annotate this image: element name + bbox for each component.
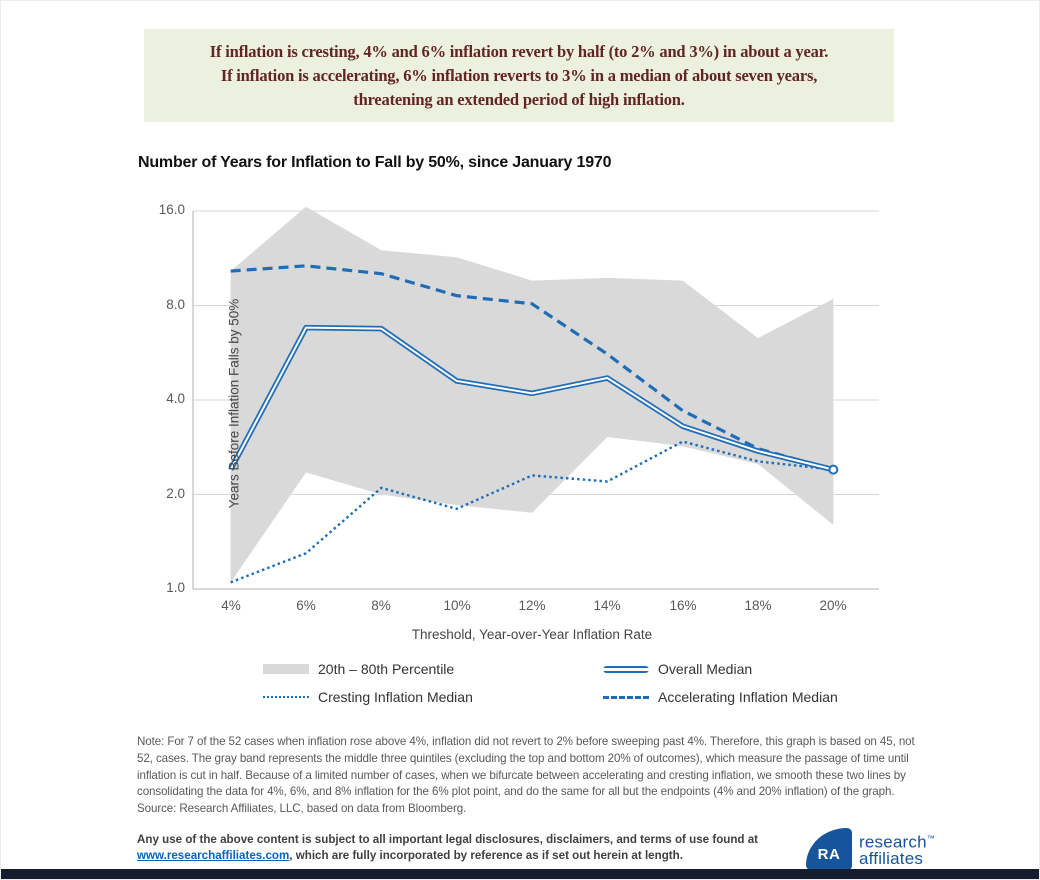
logo-line-2: affiliates (859, 848, 924, 868)
x-tick-14pct: 14% (593, 598, 621, 613)
y-tick-16: 16.0 (158, 202, 185, 217)
ra-monogram-icon: RA (806, 828, 852, 870)
percentile-band-swatch-icon (263, 664, 309, 674)
legend-item-overall-median: Overall Median (603, 659, 752, 679)
x-tick-10pct: 10% (443, 598, 471, 613)
legend-label-overall-median: Overall Median (658, 661, 753, 677)
overall-median-line-core (229, 326, 834, 471)
callout-line-3: threatening an extended period of high i… (353, 89, 685, 109)
overall-median-end-marker (828, 464, 839, 475)
x-tick-20pct: 20% (819, 598, 847, 613)
y-axis-title: Years Before Inflation Falls by 50% (226, 298, 242, 509)
accelerating-median-swatch-icon (603, 695, 649, 699)
legend-item-percentile-band: 20th – 80th Percentile (263, 659, 454, 679)
overall-median-swatch-icon (603, 665, 649, 673)
researchaffiliates-link[interactable]: www.researchaffiliates.com (137, 848, 290, 862)
logo-wordmark: research™ affiliates (859, 831, 935, 867)
callout-line-1: If inflation is cresting, 4% and 6% infl… (209, 41, 829, 61)
source-text: Source: Research Affiliates, LLC, based … (137, 802, 467, 815)
x-tick-16pct: 16% (669, 598, 697, 613)
legend-item-accelerating-median: Accelerating Inflation Median (603, 687, 838, 707)
cresting-median-line (230, 440, 834, 584)
x-tick-12pct: 12% (518, 598, 546, 613)
footer-bar (1, 869, 1039, 879)
trademark-symbol: ™ (926, 834, 935, 844)
legend-label-accelerating-median: Accelerating Inflation Median (658, 689, 838, 705)
x-tick-8pct: 8% (371, 598, 391, 613)
ra-monogram-text: RA (817, 846, 841, 863)
legend-label-cresting-median: Cresting Inflation Median (318, 689, 473, 705)
cresting-median-swatch-icon (263, 696, 309, 698)
legend-label-percentile-band: 20th – 80th Percentile (318, 661, 455, 677)
research-affiliates-logo: RA research™ affiliates (806, 828, 935, 870)
x-axis-title: Threshold, Year-over-Year Inflation Rate (411, 627, 653, 642)
callout-box: If inflation is cresting, 4% and 6% infl… (144, 29, 894, 122)
inflation-chart (192, 206, 879, 590)
y-tick-4: 4.0 (166, 391, 185, 406)
note-text: Note: For 7 of the 52 cases when inflati… (137, 735, 915, 799)
callout-line-2: If inflation is accelerating, 6% inflati… (220, 65, 818, 85)
y-tick-1: 1.0 (166, 580, 185, 595)
accelerating-median-line (230, 264, 834, 472)
disclaimer: Any use of the above content is subject … (137, 832, 805, 863)
disclaimer-suffix: , which are fully incorporated by refere… (289, 848, 683, 862)
disclaimer-prefix: Any use of the above content is subject … (137, 833, 759, 846)
legend-item-cresting-median: Cresting Inflation Median (263, 687, 473, 707)
x-tick-18pct: 18% (744, 598, 772, 613)
y-tick-2: 2.0 (166, 485, 185, 501)
y-tick-8: 8.0 (166, 296, 185, 312)
x-tick-6pct: 6% (296, 598, 316, 613)
x-tick-4pct: 4% (221, 598, 241, 613)
logo-line-1: research™ (859, 832, 935, 852)
chart-title: Number of Years for Inflation to Fall by… (138, 154, 612, 171)
